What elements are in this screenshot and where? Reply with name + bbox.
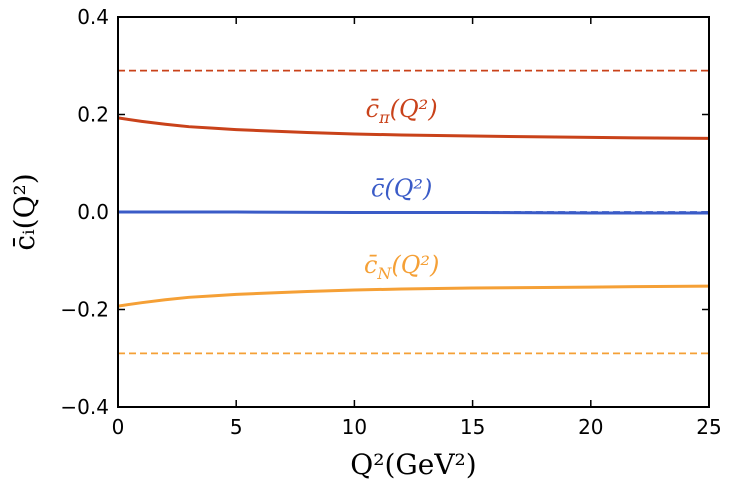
chart-series — [117, 69, 710, 355]
x-tick-label: 5 — [230, 415, 243, 439]
x-tick-label: 10 — [342, 415, 367, 439]
x-tick-label: 0 — [112, 415, 125, 439]
axis-ticks: 0 5 10 15 20 25 −0.4 −0.2 0.0 0.2 0.4 — [60, 5, 721, 439]
series-label-nucleon: c̄N(Q²) — [364, 251, 439, 283]
series-line — [118, 210, 709, 215]
y-axis-title: c̄ᵢ(Q²) — [8, 173, 41, 250]
x-tick-label: 25 — [696, 415, 721, 439]
series-label-pi: c̄π(Q²) — [366, 95, 438, 127]
y-tick-label: 0.2 — [77, 103, 109, 127]
x-tick-label: 15 — [460, 415, 485, 439]
y-tick-label: −0.4 — [60, 395, 109, 419]
x-tick-label: 20 — [578, 415, 603, 439]
plot-frame — [117, 16, 710, 408]
series-annotations: c̄π(Q²) c̄(Q²) c̄N(Q²) — [364, 95, 439, 283]
y-tick-label: 0.0 — [77, 200, 109, 224]
series-line — [117, 284, 710, 308]
series-label-avg: c̄(Q²) — [371, 174, 432, 202]
y-tick-label: 0.4 — [77, 5, 109, 29]
series-line — [117, 116, 710, 140]
y-tick-label: −0.2 — [60, 298, 109, 322]
x-axis-title: Q²(GeV²) — [350, 448, 476, 481]
